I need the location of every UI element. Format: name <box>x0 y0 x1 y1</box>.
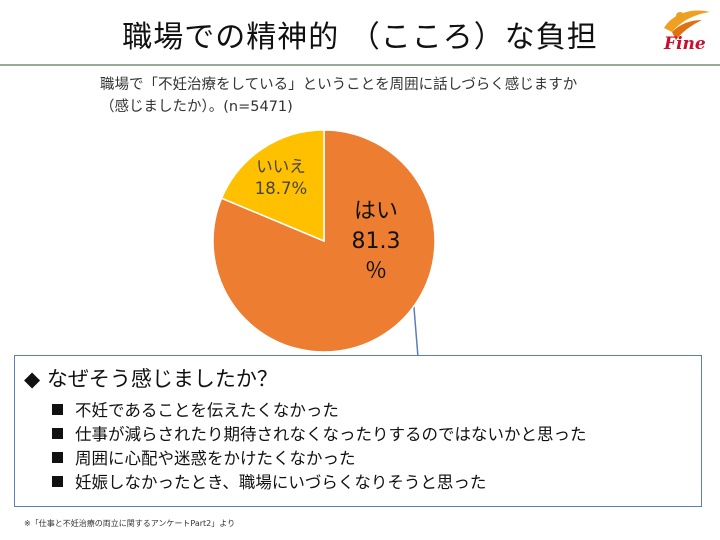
source-footnote: ※「仕事と不妊治療の両立に関するアンケートPart2」より <box>24 519 236 528</box>
slice-label-yes: はい <box>354 199 398 224</box>
reason-text: 妊娠しなかったとき、職場にいづらくなりそうと思った <box>75 473 487 492</box>
reason-list: 不妊であることを伝えたくなかった 仕事が減らされたり期待されなくなったりするので… <box>52 399 587 495</box>
reason-text: 周囲に心配や迷惑をかけたくなかった <box>75 449 356 468</box>
square-bullet-icon <box>52 404 63 415</box>
chart-question: 職場で「不妊治療をしている」ということを周囲に話しづらく感じますか（感じましたか… <box>100 77 578 115</box>
square-bullet-icon <box>52 476 63 487</box>
callout-heading: ◆ なぜそう感じましたか？ <box>24 367 278 391</box>
slice-value-no: 18.7% <box>255 179 307 198</box>
slice-label-no: いいえ <box>256 157 306 176</box>
reason-text: 仕事が減らされたり期待されなくなったりするのではないかと思った <box>75 425 587 444</box>
logo-text: Fine <box>664 34 706 54</box>
slice-value-yes-unit: ％ <box>365 259 387 284</box>
reason-text: 不妊であることを伝えたくなかった <box>75 401 339 420</box>
fine-logo-icon <box>664 10 710 40</box>
title-divider <box>0 64 720 66</box>
reason-item: 仕事が減らされたり期待されなくなったりするのではないかと思った <box>52 423 587 447</box>
page-title: 職場での精神的 （こころ）な負担 <box>122 20 598 55</box>
pie-slice-no <box>220 129 325 243</box>
square-bullet-icon <box>52 452 63 463</box>
square-bullet-icon <box>52 428 63 439</box>
pie-slice-yes <box>212 129 436 353</box>
callout-box <box>14 355 702 507</box>
reason-item: 周囲に心配や迷惑をかけたくなかった <box>52 447 587 471</box>
reason-item: 妊娠しなかったとき、職場にいづらくなりそうと思った <box>52 471 587 495</box>
callout-pointer <box>411 282 597 358</box>
slice-value-yes: 81.3 <box>352 229 401 254</box>
reason-item: 不妊であることを伝えたくなかった <box>52 399 587 423</box>
